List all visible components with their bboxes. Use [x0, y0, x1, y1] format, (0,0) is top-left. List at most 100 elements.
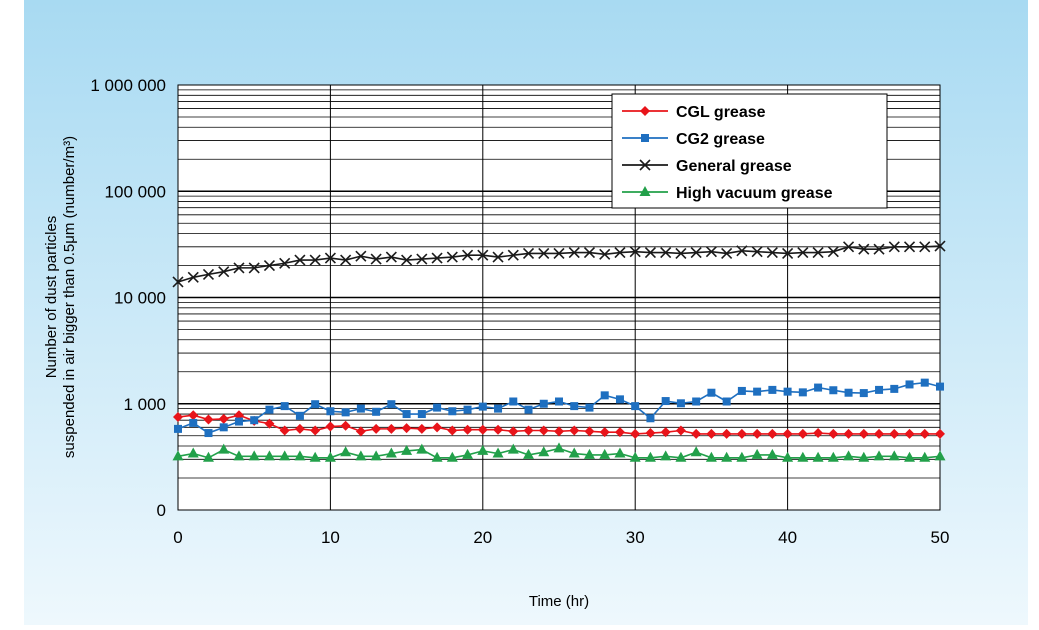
- data-point-diamond: [340, 420, 351, 431]
- data-point-square: [631, 402, 640, 411]
- data-point-triangle: [797, 451, 809, 462]
- data-point-diamond: [401, 423, 412, 434]
- data-point-diamond: [675, 425, 686, 436]
- data-point-cross: [568, 246, 580, 259]
- y-tick-label: 1 000 000: [90, 76, 166, 95]
- data-point-triangle: [233, 450, 245, 461]
- data-point-square: [600, 391, 609, 400]
- data-point-square: [433, 403, 442, 412]
- data-point-cross: [294, 254, 306, 266]
- tick-labels: 0 10 20 30 40 50 0 1 000 10 000 100 000 1 000 000: [90, 76, 949, 547]
- data-point-triangle: [568, 447, 580, 458]
- data-point-square: [448, 407, 457, 416]
- data-point-square: [829, 386, 838, 395]
- data-point-cross: [736, 245, 748, 257]
- data-point-diamond: [645, 428, 656, 439]
- data-point-diamond: [294, 423, 305, 434]
- data-point-diamond: [660, 427, 671, 438]
- data-point-triangle: [492, 447, 504, 458]
- data-point-cross: [461, 249, 474, 261]
- data-point-square: [539, 399, 548, 408]
- data-point-triangle: [843, 450, 855, 461]
- data-point-cross: [370, 253, 382, 265]
- data-point-square: [905, 380, 914, 389]
- data-point-cross: [263, 259, 276, 272]
- y-axis-title: Number of dust particles suspended in ai…: [43, 136, 78, 458]
- data-point-triangle: [523, 448, 535, 459]
- data-point-triangle: [583, 448, 595, 459]
- data-point-square: [280, 402, 289, 411]
- data-point-cross: [233, 262, 245, 274]
- data-point-triangle: [751, 448, 763, 459]
- data-point-diamond: [569, 425, 580, 436]
- series-layer: [172, 240, 946, 462]
- data-point-diamond: [782, 428, 793, 439]
- data-point-diamond: [828, 428, 839, 439]
- data-point-triangle: [294, 450, 306, 461]
- data-point-diamond: [508, 426, 519, 437]
- data-point-cross: [324, 252, 336, 264]
- data-point-square: [890, 384, 899, 393]
- data-point-square: [737, 386, 746, 395]
- data-point-triangle: [660, 450, 672, 461]
- data-point-diamond: [874, 428, 885, 439]
- data-point-diamond: [432, 422, 443, 433]
- data-point-triangle: [675, 451, 687, 462]
- data-point-cross: [705, 246, 717, 258]
- data-point-square: [326, 407, 335, 416]
- data-point-triangle: [538, 446, 550, 457]
- data-point-triangle: [218, 443, 230, 454]
- data-point-square: [555, 397, 563, 406]
- data-point-cross: [721, 247, 733, 259]
- data-point-square: [753, 387, 762, 396]
- data-point-square: [417, 410, 426, 419]
- data-point-diamond: [919, 428, 930, 439]
- data-point-diamond: [736, 428, 747, 439]
- data-point-triangle: [888, 450, 900, 461]
- data-point-cross: [492, 251, 504, 263]
- data-point-square: [204, 429, 213, 438]
- data-point-square: [692, 397, 701, 406]
- data-point-triangle: [629, 451, 641, 462]
- data-point-square: [768, 385, 777, 394]
- data-point-diamond: [599, 427, 610, 438]
- data-point-square: [783, 387, 792, 396]
- data-point-diamond: [584, 426, 595, 437]
- series-cgl-grease: [173, 410, 945, 439]
- x-tick-label: 30: [626, 528, 645, 547]
- data-point-triangle: [827, 451, 839, 462]
- y-tick-label: 100 000: [105, 182, 166, 201]
- data-point-triangle: [462, 448, 474, 459]
- data-point-triangle: [705, 451, 717, 462]
- data-point-cross: [538, 247, 550, 259]
- data-point-diamond: [935, 428, 945, 439]
- data-point-triangle: [401, 444, 413, 455]
- data-point-square: [341, 408, 350, 417]
- data-point-cross: [858, 243, 870, 255]
- data-point-cross: [583, 246, 596, 259]
- data-point-diamond: [889, 428, 900, 439]
- data-point-diamond: [188, 410, 199, 421]
- data-point-square: [524, 405, 533, 414]
- data-point-triangle: [721, 451, 733, 462]
- data-point-triangle: [324, 451, 336, 462]
- data-point-cross: [675, 247, 687, 259]
- data-point-square: [641, 134, 649, 142]
- data-point-cross: [279, 257, 291, 269]
- data-point-triangle: [873, 450, 885, 461]
- data-point-triangle: [736, 451, 748, 462]
- data-point-cross: [599, 248, 611, 260]
- data-point-cross: [172, 276, 184, 288]
- data-point-diamond: [355, 426, 366, 437]
- data-point-diamond: [371, 423, 382, 434]
- data-point-diamond: [706, 428, 717, 439]
- data-point-diamond: [614, 427, 625, 438]
- data-point-diamond: [843, 428, 854, 439]
- data-point-square: [509, 397, 518, 406]
- series-high-vacuum-grease: [172, 442, 946, 462]
- x-axis-title: Time (hr): [529, 593, 589, 610]
- x-tick-label: 20: [473, 528, 492, 547]
- data-point-triangle: [172, 450, 184, 461]
- data-point-square: [722, 397, 731, 406]
- data-point-triangle: [446, 451, 458, 462]
